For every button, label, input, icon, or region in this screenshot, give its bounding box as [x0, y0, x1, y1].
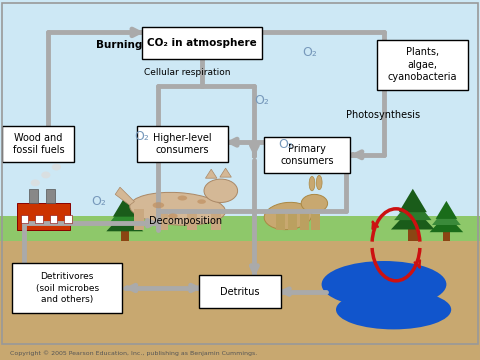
Ellipse shape [204, 179, 238, 202]
FancyArrowPatch shape [252, 145, 257, 156]
Ellipse shape [52, 163, 61, 171]
Bar [50, 215, 57, 224]
Polygon shape [430, 214, 463, 232]
Bar [29, 189, 38, 203]
FancyArrowPatch shape [352, 152, 362, 158]
Ellipse shape [264, 202, 312, 230]
Ellipse shape [41, 171, 50, 179]
Bar [300, 214, 309, 230]
Polygon shape [113, 197, 137, 217]
Ellipse shape [168, 213, 178, 219]
Polygon shape [391, 206, 435, 230]
Bar [120, 228, 129, 241]
FancyBboxPatch shape [377, 40, 468, 90]
Polygon shape [115, 187, 134, 205]
Text: Higher-level
consumers: Higher-level consumers [153, 133, 212, 155]
Ellipse shape [153, 202, 164, 208]
Ellipse shape [178, 195, 187, 201]
Text: O₂: O₂ [134, 130, 149, 143]
FancyBboxPatch shape [199, 275, 281, 308]
Polygon shape [432, 207, 461, 225]
Bar [408, 225, 418, 241]
Text: Plants,
algae,
cyanobacteria: Plants, algae, cyanobacteria [388, 48, 457, 82]
Text: Cellular respiration: Cellular respiration [144, 68, 230, 77]
Ellipse shape [301, 194, 327, 212]
Bar [288, 214, 297, 230]
FancyArrowPatch shape [381, 63, 387, 75]
Text: Burning: Burning [96, 40, 143, 50]
Text: Detritivores
(soil microbes
and others): Detritivores (soil microbes and others) [36, 273, 99, 303]
Text: O₂: O₂ [91, 195, 106, 208]
Text: Copyright © 2005 Pearson Education, Inc., publishing as Benjamin Cummings.: Copyright © 2005 Pearson Education, Inc.… [10, 350, 257, 356]
Text: CO₂ in atmosphere: CO₂ in atmosphere [147, 38, 256, 48]
Bar [64, 215, 72, 224]
Bar [17, 203, 70, 230]
Ellipse shape [31, 179, 40, 186]
Text: O₂: O₂ [278, 138, 293, 150]
Ellipse shape [336, 290, 451, 329]
FancyArrowPatch shape [147, 220, 156, 226]
Ellipse shape [322, 261, 446, 308]
Bar [276, 214, 285, 230]
FancyArrowPatch shape [252, 266, 257, 275]
Text: Primary
consumers: Primary consumers [280, 144, 334, 166]
Bar [0, 216, 480, 241]
Text: Detritus: Detritus [220, 287, 260, 297]
Text: Decomposition: Decomposition [149, 216, 222, 226]
FancyBboxPatch shape [142, 27, 262, 59]
FancyBboxPatch shape [264, 137, 350, 173]
Bar [0, 230, 480, 360]
FancyArrowPatch shape [132, 29, 142, 36]
Bar [21, 215, 28, 224]
Text: Wood and
fossil fuels: Wood and fossil fuels [12, 133, 64, 155]
FancyArrowPatch shape [127, 285, 136, 291]
Polygon shape [109, 204, 141, 223]
Bar [311, 214, 320, 230]
FancyBboxPatch shape [137, 126, 228, 162]
FancyArrowPatch shape [191, 285, 200, 291]
Bar [36, 215, 43, 224]
Polygon shape [436, 201, 457, 219]
Polygon shape [107, 211, 143, 231]
Polygon shape [399, 189, 427, 212]
Ellipse shape [130, 192, 226, 225]
Polygon shape [394, 197, 432, 220]
Ellipse shape [197, 199, 206, 204]
Ellipse shape [316, 175, 322, 190]
Bar [211, 209, 221, 230]
Bar [134, 209, 144, 230]
Text: O₂: O₂ [302, 46, 317, 59]
Bar [443, 229, 450, 241]
Polygon shape [205, 169, 217, 178]
FancyBboxPatch shape [2, 126, 74, 162]
Text: O₂: O₂ [254, 94, 269, 107]
Bar [187, 209, 197, 230]
FancyArrowPatch shape [156, 145, 161, 156]
FancyArrowPatch shape [228, 139, 237, 145]
FancyBboxPatch shape [12, 263, 122, 313]
Bar [158, 209, 168, 230]
FancyArrowPatch shape [280, 289, 289, 294]
Bar [46, 189, 55, 203]
Text: Photosynthesis: Photosynthesis [346, 110, 420, 120]
Ellipse shape [309, 176, 315, 191]
Polygon shape [220, 168, 231, 177]
